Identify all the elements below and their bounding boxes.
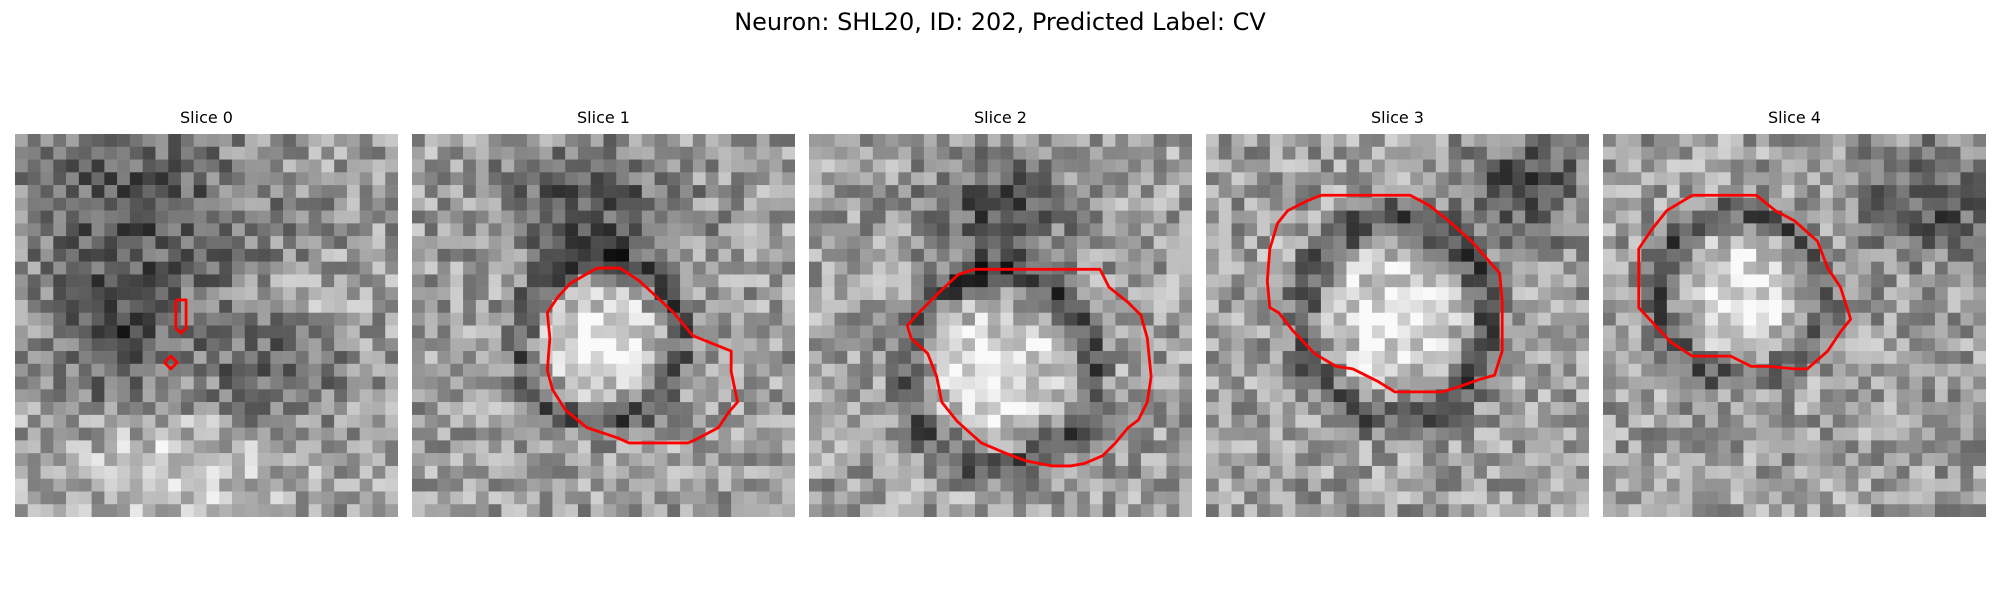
segmentation-contour: [905, 267, 1153, 468]
slice-title: Slice 3: [1371, 108, 1424, 127]
segmentation-contour: [545, 266, 739, 445]
slice-image: [15, 134, 398, 517]
slice-panel-3: Slice 3: [1206, 108, 1589, 517]
slice-panel-1: Slice 1: [412, 108, 795, 517]
segmentation-contour: [174, 298, 188, 335]
figure-title: Neuron: SHL20, ID: 202, Predicted Label:…: [734, 8, 1266, 36]
slice-image: [412, 134, 795, 517]
slice-title: Slice 1: [577, 108, 630, 127]
slice-title: Slice 0: [180, 108, 233, 127]
segmentation-contour: [1637, 193, 1853, 371]
slice-image: [1603, 134, 1986, 517]
slice-panel-4: Slice 4: [1603, 108, 1986, 517]
slice-title: Slice 4: [1768, 108, 1821, 127]
slice-panel-2: Slice 2: [809, 108, 1192, 517]
slice-image: [1206, 134, 1589, 517]
segmentation-contour: [163, 354, 179, 371]
segmentation-contour: [1265, 193, 1504, 394]
slice-image: [809, 134, 1192, 517]
slice-panel-0: Slice 0: [15, 108, 398, 517]
slice-title: Slice 2: [974, 108, 1027, 127]
